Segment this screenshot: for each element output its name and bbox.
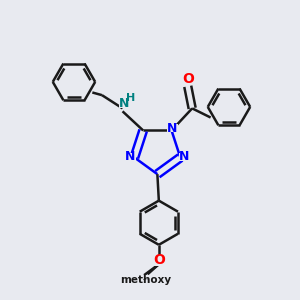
Bar <box>182 74 194 84</box>
Text: N: N <box>125 150 136 164</box>
Text: N: N <box>179 150 190 164</box>
Bar <box>167 124 178 132</box>
Text: N: N <box>119 98 129 110</box>
Text: methoxy: methoxy <box>143 279 149 280</box>
Bar <box>119 100 129 108</box>
Bar <box>153 255 165 266</box>
Text: H: H <box>126 93 135 103</box>
Text: O: O <box>182 72 194 86</box>
Bar <box>179 153 190 161</box>
Bar <box>125 153 136 161</box>
Bar <box>135 275 157 284</box>
Bar <box>126 94 135 102</box>
Text: methoxy: methoxy <box>121 274 172 285</box>
Text: N: N <box>167 122 177 135</box>
Text: O: O <box>153 254 165 267</box>
